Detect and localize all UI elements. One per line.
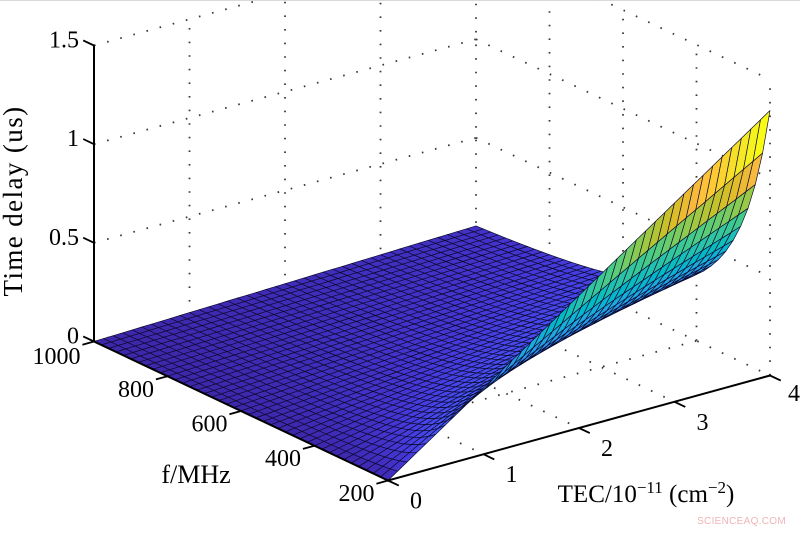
svg-text:1000: 1000: [33, 344, 81, 370]
svg-text:1: 1: [506, 462, 518, 488]
svg-text:4: 4: [788, 381, 800, 407]
svg-text:200: 200: [339, 481, 375, 507]
svg-text:2: 2: [601, 436, 613, 462]
svg-text:0: 0: [67, 324, 79, 350]
svg-text:1.5: 1.5: [49, 28, 79, 54]
svg-text:Time delay (us): Time delay (us): [0, 106, 28, 297]
svg-text:1: 1: [67, 126, 79, 152]
svg-text:f/MHz: f/MHz: [161, 460, 230, 489]
svg-text:3: 3: [697, 410, 709, 436]
svg-text:600: 600: [192, 412, 228, 438]
svg-text:800: 800: [118, 377, 154, 403]
svg-text:SCIENCEAQ.COM: SCIENCEAQ.COM: [697, 516, 786, 527]
svg-text:0.5: 0.5: [49, 225, 79, 251]
svg-text:0: 0: [410, 489, 422, 515]
svg-text:400: 400: [265, 446, 301, 472]
